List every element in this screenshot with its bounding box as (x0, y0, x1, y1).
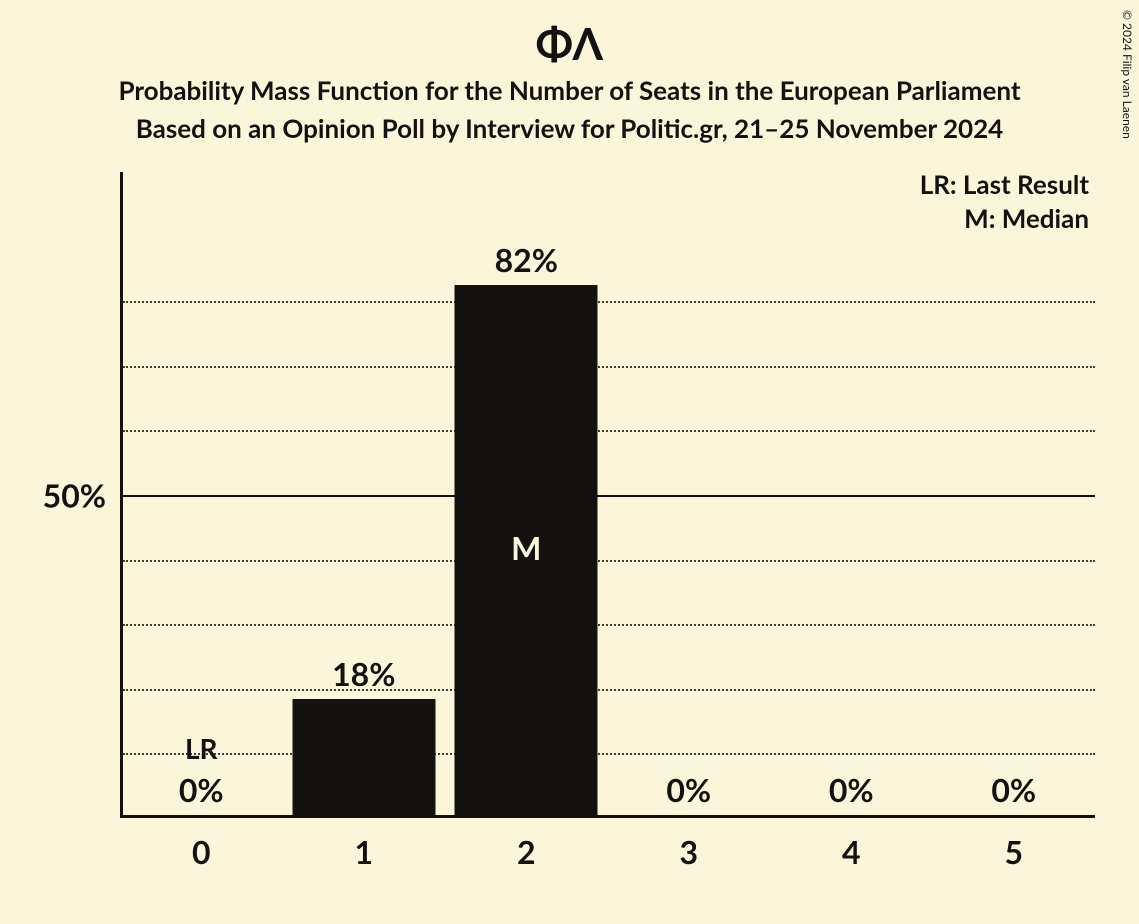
bar-last-result-marker: LR (185, 731, 218, 765)
chart-subtitle-1: Probability Mass Function for the Number… (0, 74, 1139, 106)
y-tick-label: 50% (0, 476, 120, 515)
x-tick-label: 0 (192, 818, 211, 871)
bar: 82%M (455, 285, 598, 815)
copyright-text: © 2024 Filip van Laenen (1120, 10, 1135, 139)
bar-value-label: 82% (495, 240, 558, 279)
x-tick-label: 2 (517, 818, 536, 871)
grid-minor (123, 753, 1095, 755)
x-axis (120, 815, 1095, 818)
legend-last-result: LR: Last Result (920, 168, 1089, 200)
plot-area: 50%LR: Last ResultM: Median0LR0%118%282%… (120, 172, 1095, 818)
x-tick-label: 5 (1004, 818, 1023, 871)
legend-median: M: Median (964, 202, 1089, 234)
chart-title: ΦΛ (0, 18, 1139, 70)
chart-subtitle-2: Based on an Opinion Poll by Interview fo… (0, 112, 1139, 144)
bar-value-label: 0% (991, 770, 1036, 809)
x-tick-label: 1 (354, 818, 373, 871)
grid-minor (123, 430, 1095, 432)
chart-canvas: ΦΛ Probability Mass Function for the Num… (0, 0, 1139, 924)
bar: 18% (292, 699, 435, 815)
x-tick-label: 4 (842, 818, 861, 871)
grid-minor (123, 301, 1095, 303)
grid-minor (123, 624, 1095, 626)
grid-minor (123, 366, 1095, 368)
bar-value-label: 0% (666, 770, 711, 809)
grid-major (123, 495, 1095, 497)
bar-value-label: 0% (829, 770, 874, 809)
grid-minor (123, 560, 1095, 562)
bar-median-marker: M (511, 528, 541, 567)
bar-value-label: 0% (179, 770, 224, 809)
x-tick-label: 3 (679, 818, 698, 871)
bar-value-label: 18% (332, 654, 395, 693)
grid-minor (123, 689, 1095, 691)
